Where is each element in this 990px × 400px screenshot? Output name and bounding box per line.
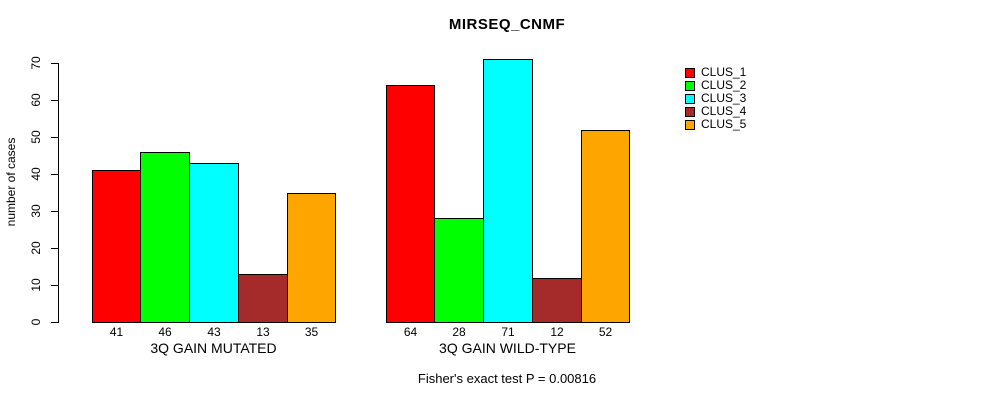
legend-swatch-clus_5 — [685, 119, 695, 130]
y-tick — [51, 100, 58, 101]
y-tick-label: 10 — [29, 278, 43, 292]
y-tick-label: 50 — [29, 130, 43, 144]
y-tick-label: 0 — [29, 318, 43, 326]
y-axis-label: number of cases — [4, 137, 18, 227]
y-tick-label: 30 — [29, 204, 43, 218]
bar-clus_4 — [238, 274, 288, 323]
bar-value-label: 71 — [501, 325, 515, 339]
y-tick — [51, 174, 58, 175]
x-group-label: 3Q GAIN MUTATED — [150, 340, 277, 356]
legend-item: CLUS_3 — [685, 92, 746, 105]
legend-item: CLUS_5 — [685, 118, 746, 131]
x-group-label: 3Q GAIN WILD-TYPE — [439, 340, 576, 356]
bar-clus_1 — [92, 170, 141, 323]
legend-label: CLUS_4 — [701, 104, 747, 118]
legend-item: CLUS_1 — [685, 66, 746, 79]
fisher-test-annotation: Fisher's exact test P = 0.00816 — [417, 371, 597, 386]
chart-title: MIRSEQ_CNMF — [448, 16, 566, 33]
legend-swatch-clus_2 — [685, 80, 695, 91]
bar-clus_3 — [189, 163, 239, 323]
bar-value-label: 35 — [304, 325, 319, 339]
legend-swatch-clus_4 — [685, 106, 695, 117]
y-tick — [51, 63, 58, 64]
y-tick-label: 40 — [29, 167, 43, 181]
bar-value-label: 52 — [598, 325, 613, 339]
y-axis-line — [58, 63, 59, 323]
legend: CLUS_1 CLUS_2 CLUS_3 CLUS_4 CLUS_5 — [685, 66, 746, 131]
y-tick-label: 60 — [29, 93, 43, 107]
y-tick — [51, 285, 58, 286]
y-tick — [51, 248, 58, 249]
legend-swatch-clus_1 — [685, 67, 695, 78]
bar-clus_4 — [532, 278, 582, 323]
legend-label: CLUS_2 — [701, 78, 747, 92]
bar-value-label: 41 — [109, 325, 124, 339]
y-tick-label: 70 — [29, 56, 43, 70]
bar-value-label: 46 — [158, 325, 172, 339]
legend-label: CLUS_3 — [701, 91, 747, 105]
bar-clus_5 — [581, 130, 630, 323]
y-tick-label: 20 — [29, 241, 43, 255]
bar-value-label: 28 — [452, 325, 466, 339]
bar-clus_5 — [287, 193, 336, 323]
y-tick — [51, 137, 58, 138]
legend-swatch-clus_3 — [685, 93, 695, 104]
legend-item: CLUS_4 — [685, 105, 746, 118]
bar-clus_2 — [434, 218, 484, 323]
legend-label: CLUS_5 — [701, 117, 747, 131]
bar-value-label: 12 — [550, 325, 564, 339]
bar-value-label: 13 — [256, 325, 270, 339]
bar-clus_1 — [386, 85, 435, 323]
y-tick — [51, 322, 58, 323]
legend-label: CLUS_1 — [701, 65, 747, 79]
bar-clus_3 — [483, 59, 533, 323]
bar-clus_2 — [140, 152, 190, 323]
bar-value-label: 43 — [207, 325, 221, 339]
bar-value-label: 64 — [403, 325, 418, 339]
legend-item: CLUS_2 — [685, 79, 746, 92]
y-tick — [51, 211, 58, 212]
